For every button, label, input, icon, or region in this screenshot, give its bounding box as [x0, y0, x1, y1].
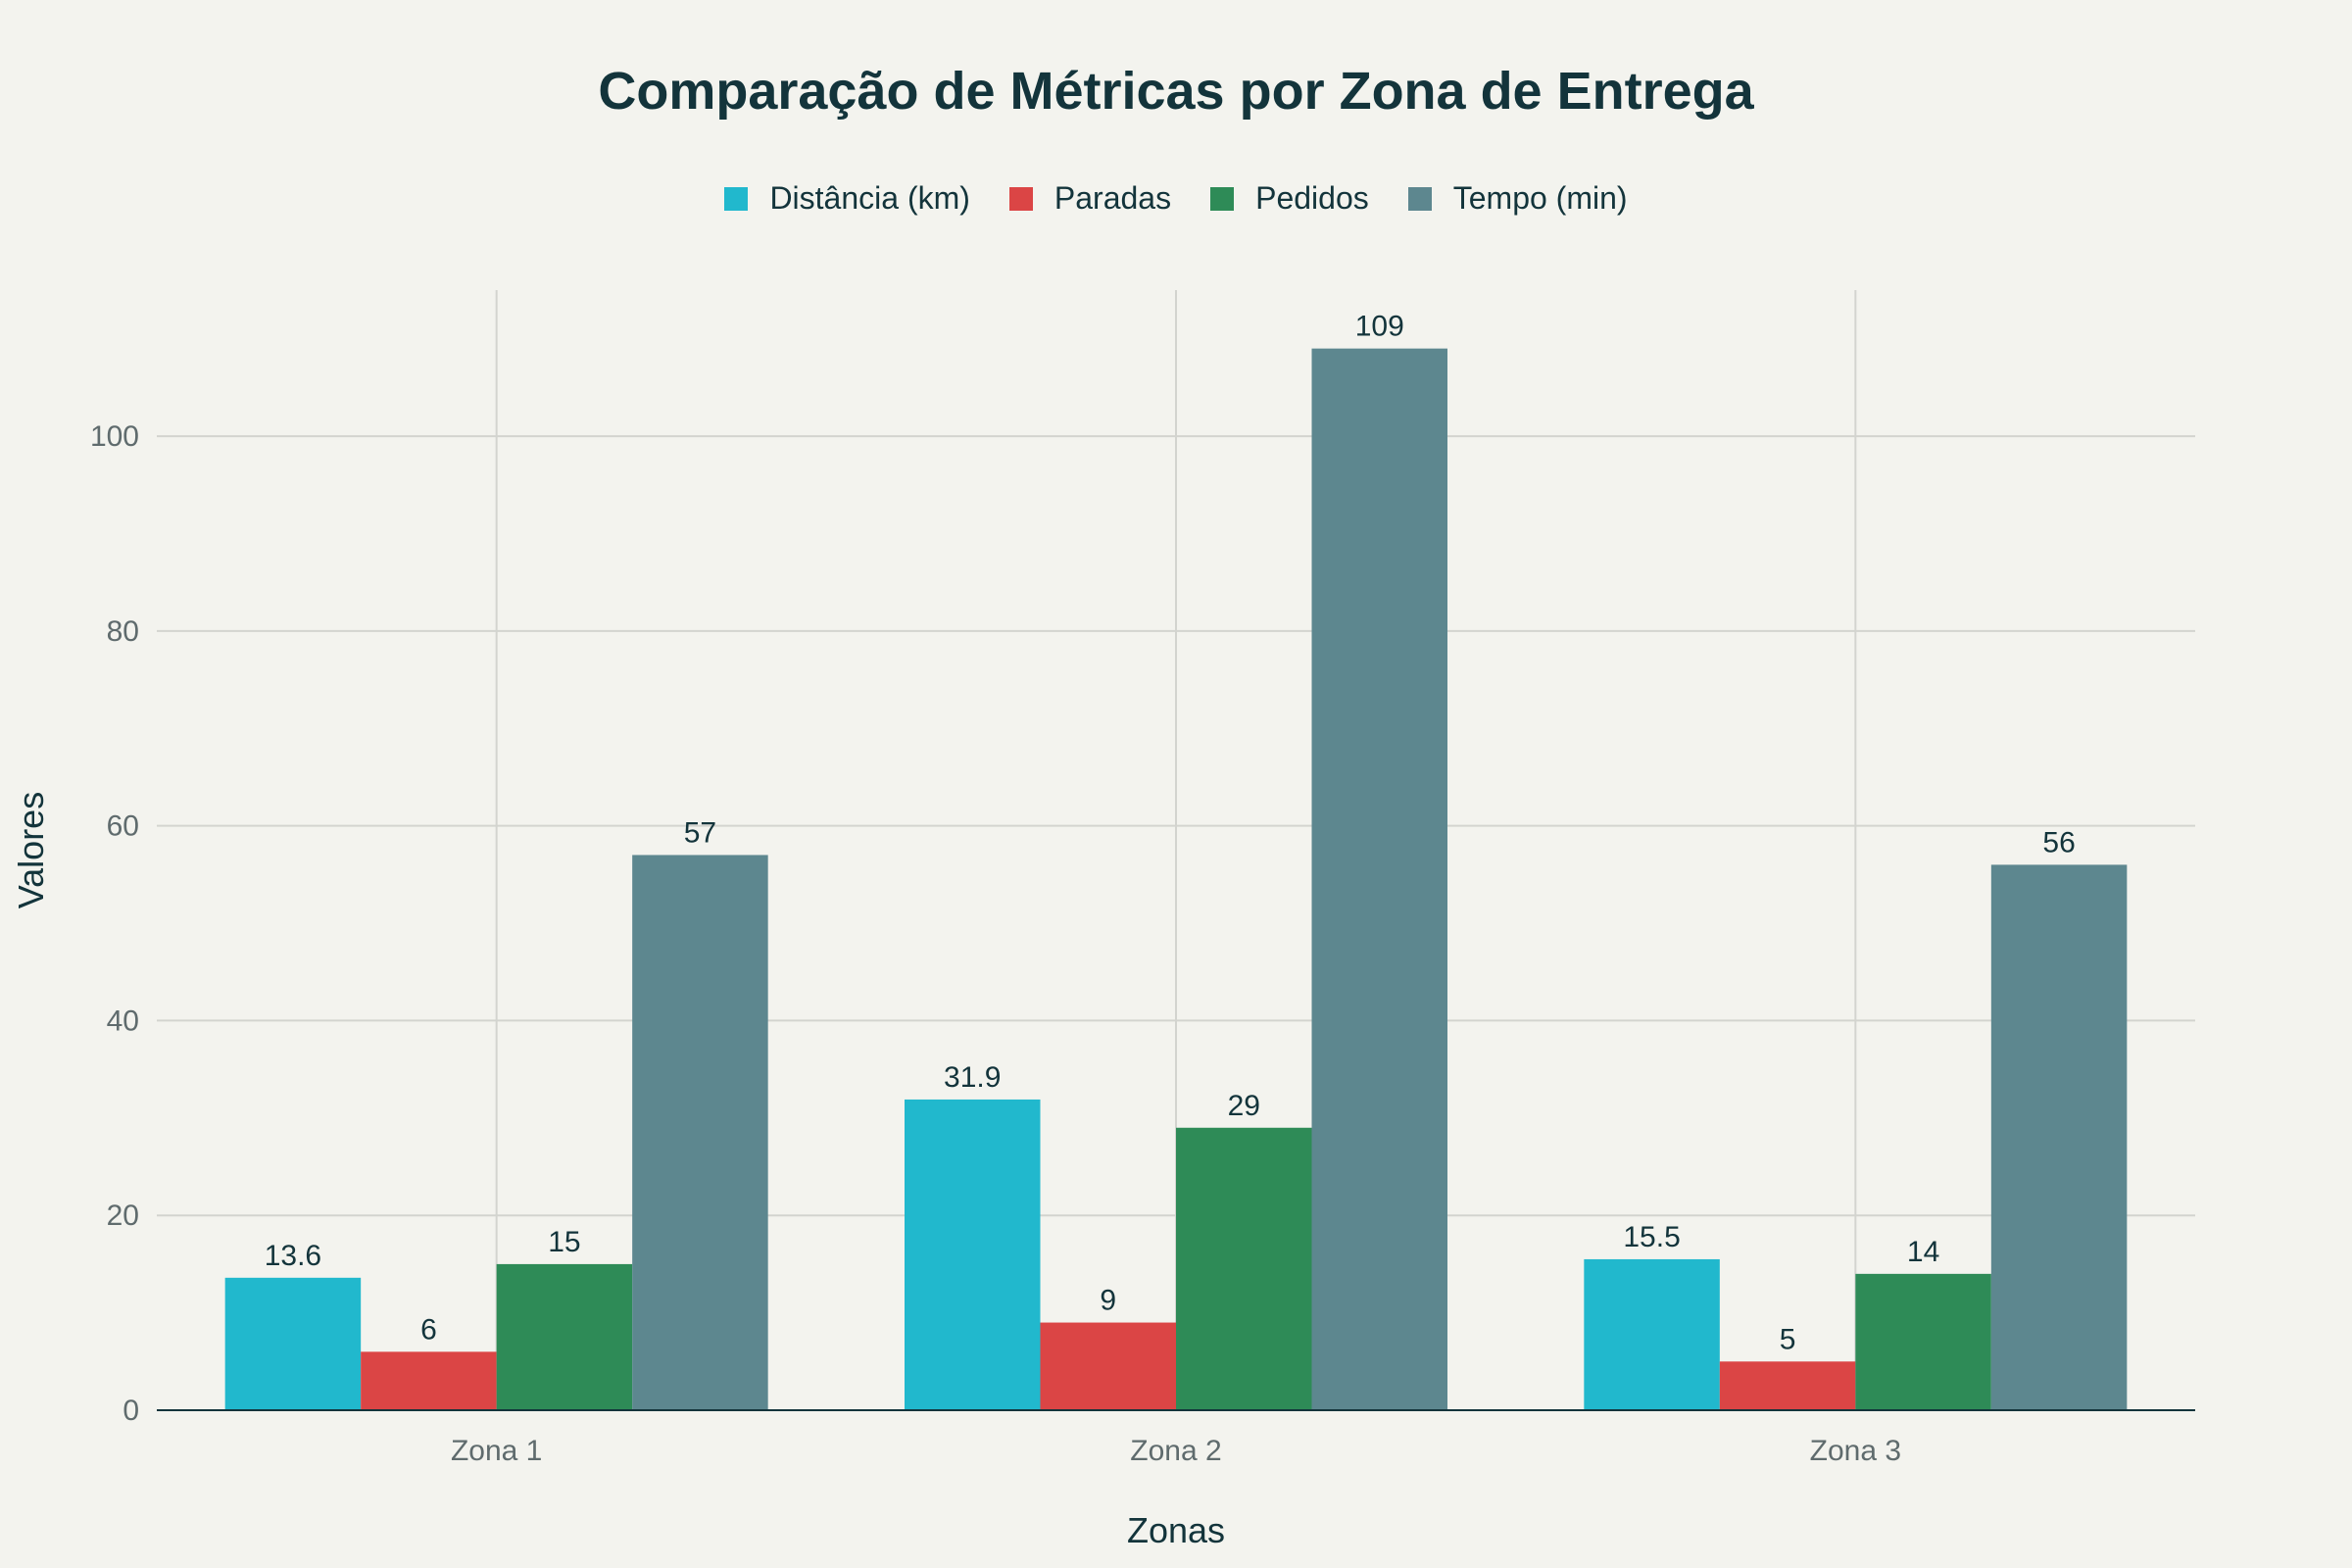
bar[interactable]: [1990, 864, 2128, 1410]
legend-label-tempo: Tempo (min): [1452, 180, 1628, 216]
bar[interactable]: [1176, 1127, 1312, 1410]
bar-value-label: 13.6: [265, 1240, 321, 1272]
bar-value-label: 6: [420, 1313, 437, 1346]
x-axis-title: Zonas: [1127, 1510, 1225, 1550]
y-tick-label: 40: [107, 1004, 139, 1037]
bar[interactable]: [361, 1351, 497, 1410]
x-tick-label: Zona 2: [1130, 1435, 1221, 1467]
legend-label-pedidos: Pedidos: [1255, 180, 1369, 216]
bar-value-label: 57: [684, 816, 716, 849]
y-tick-label: 80: [107, 615, 139, 648]
y-tick-label: 60: [107, 810, 139, 843]
legend-item-tempo[interactable]: Tempo (min): [1407, 180, 1628, 217]
bar[interactable]: [1855, 1273, 1991, 1410]
legend-label-paradas: Paradas: [1054, 180, 1172, 216]
bar[interactable]: [1040, 1322, 1177, 1410]
legend-item-pedidos[interactable]: Pedidos: [1210, 180, 1369, 217]
y-tick-label: 100: [90, 420, 139, 453]
bar-value-label: 29: [1228, 1090, 1260, 1122]
y-axis-title: Valores: [11, 792, 51, 908]
axes: 0 20 40 60 80 100 Zona 1 Zona 2 Zona 3: [90, 420, 2195, 1467]
legend: Distância (km) Paradas Pedidos Tempo (mi…: [0, 180, 2352, 217]
bar-value-label: 5: [1780, 1323, 1796, 1355]
x-tick-label: Zona 1: [451, 1435, 542, 1467]
legend-item-paradas[interactable]: Paradas: [1008, 180, 1172, 217]
bar[interactable]: [905, 1099, 1041, 1410]
bar-value-label: 15: [548, 1226, 580, 1258]
bar-value-label: 109: [1355, 311, 1404, 343]
legend-swatch-distancia: [724, 186, 749, 211]
bar[interactable]: [1584, 1258, 1720, 1410]
chart-title: Comparação de Métricas por Zona de Entre…: [598, 62, 1754, 121]
x-tick-label: Zona 3: [1810, 1435, 1901, 1467]
legend-swatch-tempo: [1407, 186, 1432, 211]
legend-item-distancia[interactable]: Distância (km): [724, 180, 970, 217]
bar-value-label: 56: [2042, 826, 2075, 858]
bar[interactable]: [496, 1263, 633, 1410]
legend-label-distancia: Distância (km): [769, 180, 970, 216]
bar[interactable]: [1719, 1361, 1856, 1410]
y-tick-label: 0: [122, 1395, 139, 1427]
bar-value-label: 15.5: [1623, 1221, 1680, 1253]
bar-value-label: 31.9: [944, 1061, 1001, 1094]
data-labels: 13.6 6 15 57 31.9 9 29 109 15.5 5 14 56: [265, 311, 2076, 1356]
legend-swatch-pedidos: [1210, 186, 1235, 211]
legend-swatch-paradas: [1008, 186, 1033, 211]
bar[interactable]: [224, 1277, 362, 1410]
bars: [224, 348, 2128, 1411]
y-tick-label: 20: [107, 1200, 139, 1232]
bar-value-label: 9: [1100, 1285, 1116, 1317]
bar-value-label: 14: [1907, 1236, 1939, 1268]
bar[interactable]: [632, 855, 768, 1410]
bar[interactable]: [1311, 348, 1448, 1411]
